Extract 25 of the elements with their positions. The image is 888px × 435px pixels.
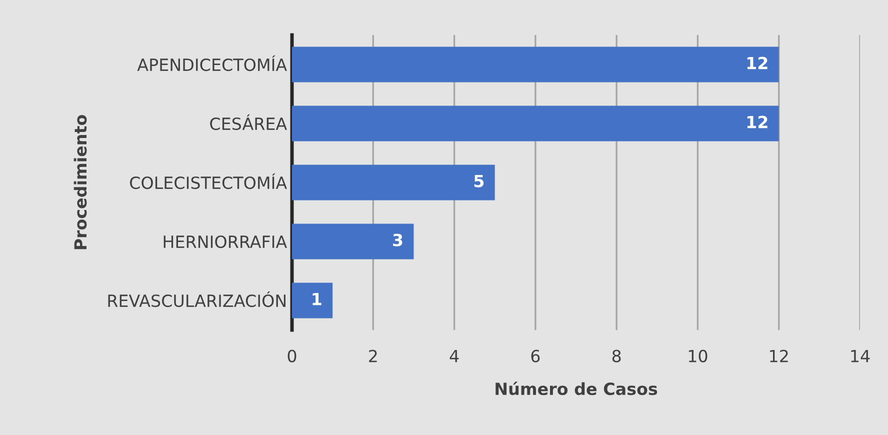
data-label: 3: [393, 234, 402, 246]
bar: [292, 164, 495, 200]
data-label: 5: [474, 174, 484, 188]
y-tick-label: CESÁREA: [210, 114, 287, 130]
bar: [292, 46, 779, 82]
bar: [292, 106, 779, 142]
y-tick-label: APENDICECTOMÍA: [137, 55, 287, 72]
y-tick-label: REVASCULARIZACIÓN: [108, 291, 286, 308]
x-tick-label: 10: [688, 350, 708, 362]
x-tick-label: 4: [450, 350, 459, 362]
y-axis-title: Procedimiento: [74, 115, 87, 250]
bar: [292, 224, 414, 260]
data-label: 1: [312, 292, 322, 306]
data-label: 12: [747, 116, 768, 128]
x-tick-label: 8: [612, 350, 621, 362]
y-tick-label: COLECISTECTOMÍA: [130, 173, 287, 190]
x-tick-label: 2: [369, 350, 377, 362]
y-tick-label: HERNIORRAFIA: [164, 235, 287, 248]
x-tick-label: 14: [851, 350, 870, 362]
bar: [292, 282, 333, 318]
x-tick-label: 12: [770, 350, 788, 362]
data-label: 12: [747, 56, 768, 70]
x-tick-label: 0: [288, 350, 296, 362]
x-axis-title: Número de Casos: [496, 382, 658, 396]
x-tick-label: 6: [531, 350, 540, 362]
